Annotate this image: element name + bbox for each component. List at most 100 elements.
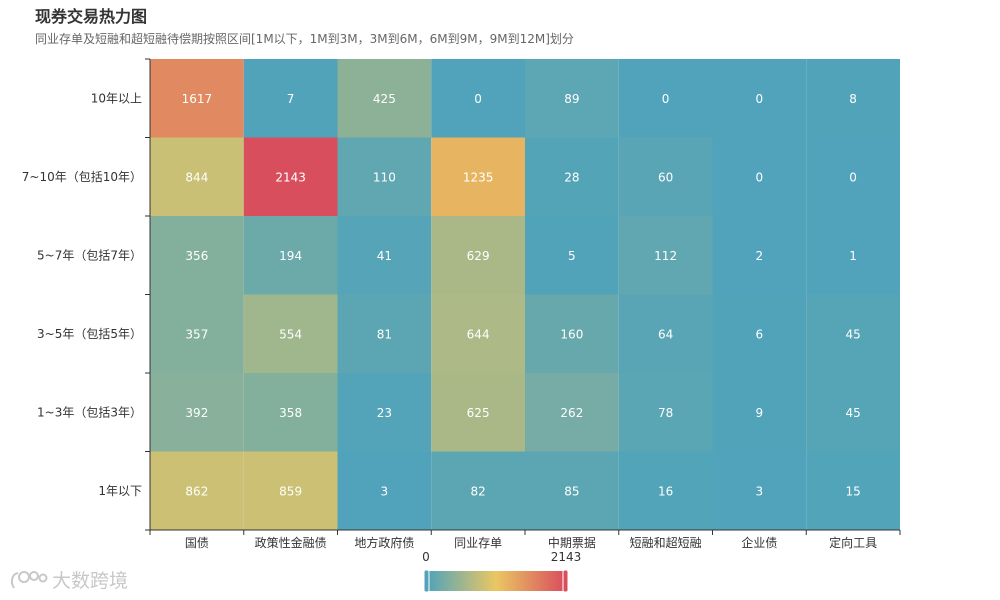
x-axis-tick-label: 短融和超短融 [630, 535, 702, 550]
heatmap-cell [243, 216, 338, 295]
cell-value-label: 78 [658, 406, 673, 420]
x-axis-tick-label: 中期票据 [548, 535, 596, 550]
x-axis-tick-label: 政策性金融债 [255, 535, 327, 550]
heatmap-cell [431, 294, 525, 373]
cell-value-label: 8 [849, 92, 857, 106]
heatmap-cell [337, 137, 432, 216]
heatmap-cell [243, 451, 338, 530]
cell-value-label: 644 [467, 327, 490, 341]
heatmap-cell [618, 451, 713, 530]
heatmap-cell [150, 451, 244, 530]
y-axis-tick-label: 5~7年（包括7年） [37, 247, 142, 262]
chart-subtitle: 同业存单及短融和超短融待偿期按照区间[1M以下，1M到3M，3M到6M，6M到9… [35, 32, 574, 46]
cell-value-label: 0 [474, 92, 482, 106]
heatmap-cell [712, 451, 807, 530]
cell-value-label: 28 [564, 170, 579, 184]
heatmap-cell [431, 216, 525, 295]
chart-title: 现券交易热力图 [35, 7, 148, 26]
cell-value-label: 23 [377, 406, 392, 420]
cell-value-label: 1 [849, 249, 857, 263]
heatmap-cell [712, 294, 807, 373]
cell-value-label: 3 [381, 484, 389, 498]
visual-map-min-label: 0 [422, 550, 430, 564]
heatmap-cell [431, 373, 525, 452]
visual-map-max-handle[interactable] [562, 569, 569, 593]
brand-logo-icon [10, 571, 48, 589]
cell-value-label: 554 [279, 327, 302, 341]
y-axis-tick-label: 3~5年（包括5年） [37, 326, 142, 341]
cell-value-label: 45 [845, 406, 860, 420]
cell-value-label: 862 [185, 484, 208, 498]
cell-value-label: 41 [377, 249, 392, 263]
heatmap-cell [525, 294, 619, 373]
cell-value-label: 110 [373, 170, 396, 184]
heatmap-cell [712, 216, 807, 295]
visual-map-min-handle[interactable] [423, 569, 430, 593]
heatmap-cell [618, 216, 713, 295]
heatmap-cell [618, 373, 713, 452]
cell-value-label: 629 [467, 249, 490, 263]
cell-value-label: 356 [185, 249, 208, 263]
heatmap-cell [337, 216, 432, 295]
cell-value-label: 16 [658, 484, 673, 498]
heatmap-cell [806, 59, 900, 138]
x-axis-tick-label: 同业存单 [454, 536, 502, 550]
cell-value-label: 60 [658, 170, 673, 184]
heatmap-cell [337, 373, 432, 452]
heatmap-cell [525, 137, 619, 216]
cell-value-label: 89 [564, 92, 579, 106]
cell-value-label: 358 [279, 406, 302, 420]
heatmap-cell [431, 59, 525, 138]
y-axis-tick-label: 7~10年（包括10年） [22, 169, 142, 184]
cell-value-label: 844 [185, 170, 208, 184]
y-axis-tick-label: 10年以上 [91, 91, 142, 105]
heatmap-cell [806, 216, 900, 295]
cell-value-label: 160 [560, 327, 583, 341]
visual-map-bar [427, 571, 565, 591]
cell-value-label: 262 [560, 406, 583, 420]
visual-map-max-label: 2143 [551, 550, 582, 564]
cell-value-label: 0 [662, 92, 670, 106]
cell-value-label: 5 [568, 249, 576, 263]
cell-value-label: 0 [849, 170, 857, 184]
cell-value-label: 0 [756, 92, 764, 106]
heatmap-cell [150, 137, 244, 216]
cell-value-label: 859 [279, 484, 302, 498]
cell-value-label: 112 [654, 249, 677, 263]
cell-value-label: 194 [279, 249, 302, 263]
brand-watermark: 大数跨境 [52, 570, 129, 592]
x-axis-tick-label: 国债 [185, 536, 209, 550]
heatmap-cell [150, 373, 244, 452]
heatmap-cell [150, 59, 244, 138]
cell-value-label: 625 [467, 406, 490, 420]
cell-value-label: 0 [756, 170, 764, 184]
cell-value-label: 6 [756, 327, 764, 341]
cell-value-label: 81 [377, 327, 392, 341]
cell-value-label: 85 [564, 484, 579, 498]
heatmap-cell [806, 137, 900, 216]
cell-value-label: 15 [845, 484, 860, 498]
heatmap-cell [712, 137, 807, 216]
heatmap-cell [525, 451, 619, 530]
heatmap-cell [712, 373, 807, 452]
heatmap-cell [337, 59, 432, 138]
heatmap-cell [243, 373, 338, 452]
x-axis-tick-label: 定向工具 [829, 535, 877, 550]
cell-value-label: 7 [287, 92, 295, 106]
heatmap-cell [431, 451, 525, 530]
heatmap-cell [806, 294, 900, 373]
heatmap-cell [337, 451, 432, 530]
heatmap-cell [525, 373, 619, 452]
heatmap-cell [525, 59, 619, 138]
heatmap-cell [618, 137, 713, 216]
y-axis-tick-label: 1~3年（包括3年） [37, 404, 142, 419]
heatmap-cell [712, 59, 807, 138]
heatmap-cell [243, 294, 338, 373]
cell-value-label: 1235 [463, 170, 494, 184]
heatmap-cell [243, 137, 338, 216]
heatmap-cell [806, 373, 900, 452]
heatmap-cell [431, 137, 525, 216]
cell-value-label: 3 [756, 484, 764, 498]
cell-value-label: 357 [185, 327, 208, 341]
